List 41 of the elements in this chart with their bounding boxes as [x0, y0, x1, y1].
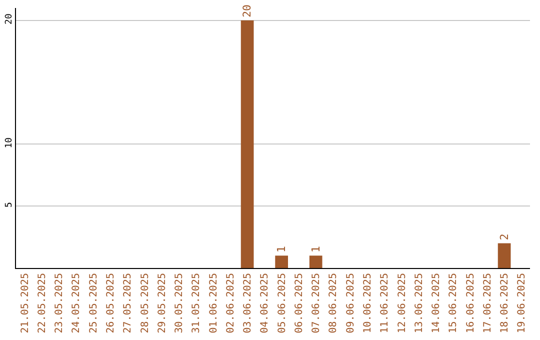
bar — [240, 20, 254, 268]
y-tick-label: 10 — [4, 137, 14, 148]
bar — [275, 256, 288, 268]
x-tick-label: 28.05.2025 — [140, 273, 151, 334]
x-tick-label: 04.06.2025 — [260, 273, 271, 334]
x-tick-label: 30.05.2025 — [174, 273, 186, 334]
x-tick-label: 03.06.2025 — [242, 273, 254, 334]
x-tick-label: 01.06.2025 — [208, 273, 220, 334]
x-tick-label: 13.06.2025 — [414, 273, 425, 334]
x-tick-label: 11.06.2025 — [380, 273, 391, 334]
x-tick-label: 18.06.2025 — [500, 273, 511, 334]
y-tick-label: 5 — [4, 202, 14, 208]
x-tick-label: 26.05.2025 — [105, 273, 116, 334]
x-tick-label: 25.05.2025 — [88, 273, 100, 334]
bar — [309, 256, 322, 268]
x-tick-label: 06.06.2025 — [294, 273, 305, 334]
x-tick-label: 31.05.2025 — [191, 273, 202, 334]
x-tick-label: 14.06.2025 — [431, 273, 442, 334]
data-label: 2 — [498, 234, 511, 240]
x-tick-label: 22.05.2025 — [36, 273, 48, 334]
x-tick-label: 07.06.2025 — [311, 273, 322, 334]
x-tick-label: 12.06.2025 — [396, 273, 408, 334]
x-tick-label: 24.05.2025 — [71, 273, 82, 334]
data-label: 20 — [240, 4, 254, 18]
x-tick-label: 10.06.2025 — [362, 273, 374, 334]
x-tick-label: 27.05.2025 — [122, 273, 134, 334]
data-label: 1 — [275, 246, 288, 253]
x-tick-label: 29.05.2025 — [156, 273, 168, 334]
x-tick-label: 23.05.2025 — [54, 273, 66, 334]
x-tick-label: 21.05.2025 — [20, 273, 31, 334]
x-tick-label: 17.06.2025 — [482, 273, 494, 334]
x-tick-label: 08.06.2025 — [328, 273, 340, 334]
data-label: 1 — [309, 246, 322, 253]
x-tick-label: 19.06.2025 — [516, 273, 528, 334]
x-tick-label: 05.06.2025 — [276, 273, 288, 334]
x-tick-label: 15.06.2025 — [448, 273, 460, 334]
x-tick-label: 02.06.2025 — [225, 273, 236, 334]
bar — [498, 243, 511, 268]
y-tick-label: 20 — [4, 14, 14, 24]
x-tick-label: 09.06.2025 — [345, 273, 356, 334]
x-tick-label: 16.06.2025 — [465, 273, 476, 334]
